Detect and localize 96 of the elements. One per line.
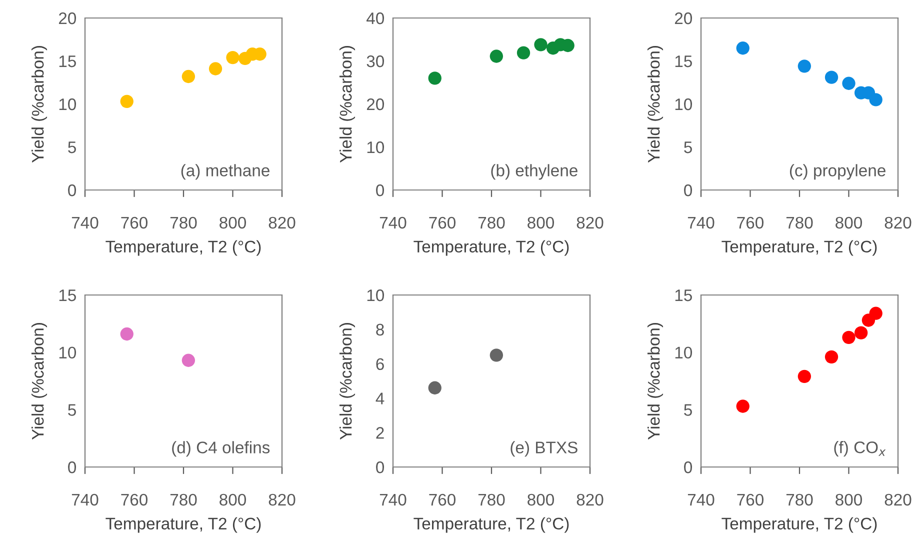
point	[428, 72, 442, 85]
x-tick-label: 780	[786, 216, 813, 229]
y-tick-label: 15	[59, 56, 76, 68]
point	[120, 94, 134, 108]
x-axis-title: Temperature, T2 (°C)	[414, 240, 569, 256]
point	[869, 93, 882, 106]
annotation: (d) C4 olefins	[172, 441, 270, 457]
x-tick-label: 760	[737, 494, 764, 506]
y-tick-label: 8	[376, 324, 384, 336]
point	[842, 76, 856, 90]
y-tick-label: 2	[376, 427, 384, 439]
point	[842, 330, 856, 344]
point	[182, 70, 196, 84]
y-tick-label: 20	[674, 12, 692, 24]
point	[516, 46, 530, 60]
y-tick-label: 20	[366, 98, 384, 110]
x-tick-label: 820	[884, 494, 912, 506]
x-tick-label: 740	[380, 216, 406, 229]
x-tick-label: 800	[836, 494, 862, 506]
y-tick-label: 20	[58, 12, 76, 24]
y-axis-title: Yield (%carbon)	[31, 323, 48, 440]
x-tick-label: 780	[170, 494, 197, 506]
y-tick-label: 40	[366, 12, 384, 24]
y-tick-label: 0	[684, 184, 692, 196]
point	[824, 70, 838, 84]
point	[208, 62, 222, 76]
x-tick-label: 780	[478, 216, 505, 229]
x-tick-label: 780	[170, 216, 197, 229]
x-tick-label: 740	[72, 494, 98, 506]
y-tick-label: 15	[59, 290, 76, 302]
y-tick-label: 0	[376, 184, 384, 196]
x-axis-title: Temperature, T2 (°C)	[414, 517, 569, 533]
y-axis-title: Yield (%carbon)	[31, 46, 48, 163]
point	[226, 50, 240, 64]
y-tick-label: 6	[376, 358, 384, 370]
x-tick-label: 800	[528, 216, 554, 229]
annotation: (a) methane	[181, 164, 270, 180]
point	[534, 38, 548, 52]
y-axis-title: Yield (%carbon)	[339, 46, 356, 163]
x-axis-title: Temperature, T2 (°C)	[106, 517, 261, 533]
x-tick-label: 760	[121, 216, 148, 229]
y-tick-label: 0	[376, 461, 384, 474]
x-tick-label: 820	[268, 494, 296, 506]
annotation: (c) propylene	[790, 164, 886, 180]
x-tick-label: 740	[688, 216, 714, 229]
x-tick-label: 800	[220, 216, 246, 229]
point	[798, 60, 812, 73]
x-tick-label: 760	[429, 216, 456, 229]
y-tick-label: 10	[59, 98, 76, 110]
x-axis-title: Temperature, T2 (°C)	[722, 517, 877, 533]
point	[854, 326, 868, 340]
annotation: (e) BTXS	[510, 441, 578, 457]
point	[490, 50, 504, 63]
y-tick-label: 15	[675, 290, 692, 302]
point	[798, 370, 812, 383]
y-tick-label: 30	[366, 55, 384, 68]
y-tick-label: 0	[68, 461, 76, 474]
y-tick-label: 10	[367, 141, 384, 154]
x-tick-label: 820	[576, 216, 604, 229]
x-tick-label: 740	[688, 494, 714, 506]
x-tick-label: 760	[429, 494, 456, 506]
y-tick-label: 5	[68, 404, 76, 416]
x-tick-label: 800	[528, 494, 554, 506]
x-tick-label: 780	[478, 494, 505, 506]
x-tick-label: 740	[380, 494, 406, 506]
y-tick-label: 5	[684, 142, 692, 154]
point	[869, 306, 882, 320]
point	[736, 400, 750, 413]
y-tick-label: 5	[68, 142, 76, 154]
x-tick-label: 760	[737, 216, 764, 229]
y-tick-label: 0	[68, 184, 76, 196]
y-tick-label: 10	[367, 289, 384, 302]
x-tick-label: 820	[884, 216, 912, 229]
x-axis-title: Temperature, T2 (°C)	[722, 240, 877, 256]
x-tick-label: 780	[786, 494, 813, 506]
y-tick-label: 10	[675, 346, 692, 359]
x-tick-label: 800	[836, 216, 862, 229]
y-tick-label: 10	[59, 346, 76, 359]
y-tick-label: 5	[684, 404, 692, 416]
x-tick-label: 800	[220, 494, 246, 506]
x-tick-label: 740	[72, 216, 98, 229]
y-tick-label: 0	[684, 461, 692, 474]
x-tick-label: 820	[576, 494, 604, 506]
x-tick-label: 820	[268, 216, 296, 229]
annotation: (f) CO$_{x}$	[834, 441, 886, 457]
y-axis-title: Yield (%carbon)	[647, 323, 664, 440]
y-axis-title: Yield (%carbon)	[647, 46, 664, 163]
y-tick-label: 4	[376, 392, 384, 404]
point	[824, 350, 838, 364]
x-axis-title: Temperature, T2 (°C)	[106, 240, 261, 256]
y-tick-label: 10	[675, 98, 692, 110]
y-axis-title: Yield (%carbon)	[339, 323, 356, 440]
y-tick-label: 15	[675, 56, 692, 68]
annotation: (b) ethylene	[491, 164, 578, 180]
x-tick-label: 760	[121, 494, 148, 506]
point	[736, 42, 750, 55]
